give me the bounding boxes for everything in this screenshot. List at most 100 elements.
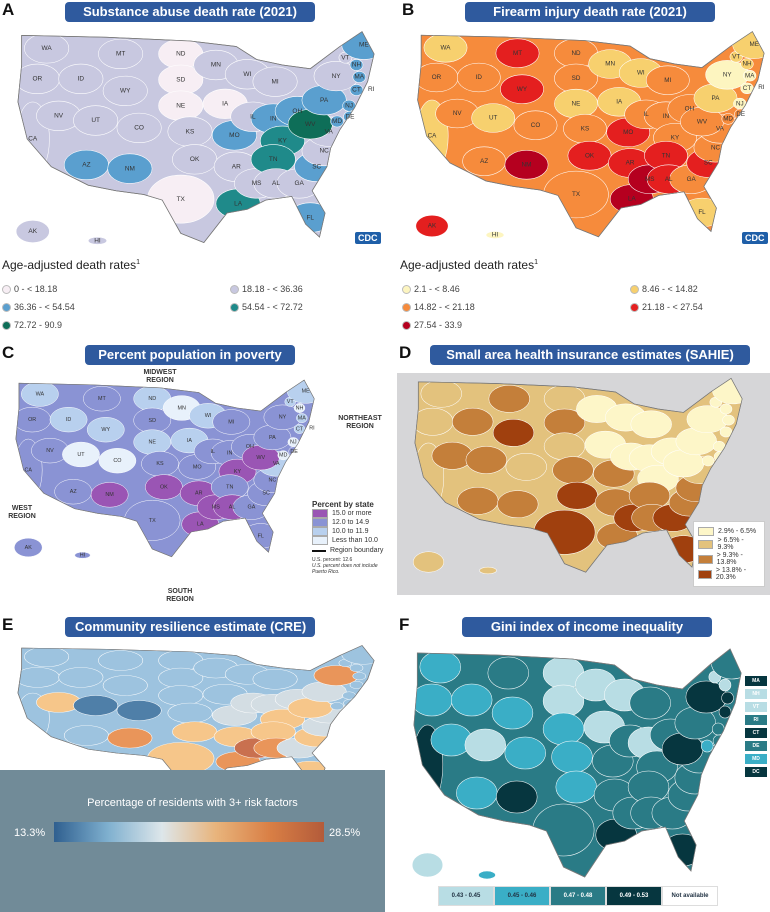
state-ri[interactable]	[364, 680, 375, 689]
state-tx[interactable]	[533, 509, 596, 555]
state-md[interactable]	[721, 113, 735, 125]
state-wy[interactable]	[102, 75, 148, 106]
state-hi[interactable]	[479, 566, 497, 575]
state-ma[interactable]	[352, 71, 367, 83]
state-nm[interactable]	[107, 153, 153, 184]
state-nh[interactable]	[349, 59, 364, 71]
state-ak[interactable]	[415, 214, 449, 238]
state-ne[interactable]	[543, 432, 586, 461]
state-co[interactable]	[98, 448, 137, 474]
state-wy[interactable]	[492, 418, 535, 447]
state-ak[interactable]	[14, 537, 43, 558]
state-mt[interactable]	[83, 386, 121, 412]
state-ma[interactable]	[352, 672, 367, 681]
state-ri[interactable]	[733, 425, 743, 437]
state-ok[interactable]	[556, 481, 598, 510]
state-ak[interactable]	[15, 220, 50, 243]
state-or[interactable]	[411, 683, 453, 717]
state-mi[interactable]	[252, 66, 298, 97]
state-nh[interactable]	[349, 664, 364, 672]
state-id[interactable]	[451, 683, 493, 717]
state-mi[interactable]	[629, 686, 671, 720]
state-ak[interactable]	[412, 551, 445, 573]
state-ma[interactable]	[721, 691, 734, 705]
state-nh[interactable]	[740, 58, 754, 70]
state-ut[interactable]	[464, 728, 506, 762]
state-or[interactable]	[15, 667, 60, 688]
state-id[interactable]	[58, 63, 104, 94]
state-co[interactable]	[505, 452, 547, 481]
state-md[interactable]	[701, 455, 715, 467]
state-wa[interactable]	[420, 379, 462, 408]
state-hi[interactable]	[478, 870, 496, 880]
state-ne[interactable]	[542, 712, 585, 746]
state-nm[interactable]	[504, 150, 549, 180]
state-ut[interactable]	[62, 441, 100, 468]
state-co[interactable]	[513, 110, 558, 140]
state-ks[interactable]	[551, 740, 593, 774]
state-md[interactable]	[330, 115, 344, 128]
state-az[interactable]	[456, 776, 498, 810]
state-co[interactable]	[116, 700, 162, 721]
state-co[interactable]	[504, 736, 546, 770]
state-ma[interactable]	[743, 70, 757, 82]
state-ct[interactable]	[740, 82, 754, 94]
state-ct[interactable]	[293, 424, 306, 434]
state-id[interactable]	[58, 667, 104, 688]
state-label: MS	[212, 505, 221, 511]
state-wy[interactable]	[491, 696, 534, 730]
state-wa[interactable]	[24, 646, 70, 667]
state-wy[interactable]	[500, 74, 544, 104]
state-mt[interactable]	[98, 38, 144, 69]
state-ut[interactable]	[465, 446, 507, 474]
state-nm[interactable]	[90, 482, 129, 508]
state-ct[interactable]	[719, 426, 733, 438]
state-wy[interactable]	[86, 417, 125, 443]
state-hi[interactable]	[485, 231, 505, 239]
state-nh[interactable]	[293, 403, 306, 413]
state-az[interactable]	[457, 486, 499, 515]
state-id[interactable]	[49, 406, 88, 433]
state-ct[interactable]	[349, 680, 364, 689]
state-ok[interactable]	[555, 770, 597, 804]
state-ks[interactable]	[167, 702, 213, 724]
state-md[interactable]	[277, 450, 289, 461]
state-wa[interactable]	[419, 650, 461, 684]
state-nm[interactable]	[107, 727, 153, 749]
state-mt[interactable]	[495, 38, 540, 68]
state-mi[interactable]	[212, 409, 251, 435]
state-az[interactable]	[63, 725, 109, 746]
state-mt[interactable]	[487, 656, 529, 690]
state-nm[interactable]	[496, 780, 538, 814]
state-ct[interactable]	[349, 84, 364, 96]
state-or[interactable]	[412, 407, 454, 436]
state-co[interactable]	[116, 112, 162, 143]
state-mi[interactable]	[645, 65, 690, 95]
state-hi[interactable]	[87, 236, 108, 245]
state-ne[interactable]	[158, 685, 204, 706]
state-ut[interactable]	[73, 105, 119, 136]
state-mi[interactable]	[252, 669, 298, 690]
state-ok[interactable]	[172, 721, 218, 742]
state-ut[interactable]	[471, 103, 516, 133]
state-mt[interactable]	[98, 650, 144, 671]
state-ct[interactable]	[718, 705, 732, 719]
state-id[interactable]	[456, 62, 501, 93]
state-wy[interactable]	[102, 675, 148, 696]
state-ut[interactable]	[73, 695, 119, 716]
state-nm[interactable]	[497, 490, 539, 519]
state-hi[interactable]	[74, 551, 91, 559]
state-mt[interactable]	[488, 384, 530, 413]
state-nh[interactable]	[718, 678, 732, 692]
state-ma[interactable]	[296, 413, 308, 423]
state-ks[interactable]	[552, 456, 594, 485]
state-md[interactable]	[700, 739, 714, 753]
state-ma[interactable]	[722, 414, 735, 426]
state-id[interactable]	[452, 407, 494, 436]
state-mi[interactable]	[630, 410, 672, 439]
state-md[interactable]	[330, 702, 344, 711]
state-ak[interactable]	[411, 852, 444, 878]
state-tx[interactable]	[532, 803, 595, 857]
state-nh[interactable]	[719, 403, 733, 415]
state-ri[interactable]	[732, 704, 742, 718]
